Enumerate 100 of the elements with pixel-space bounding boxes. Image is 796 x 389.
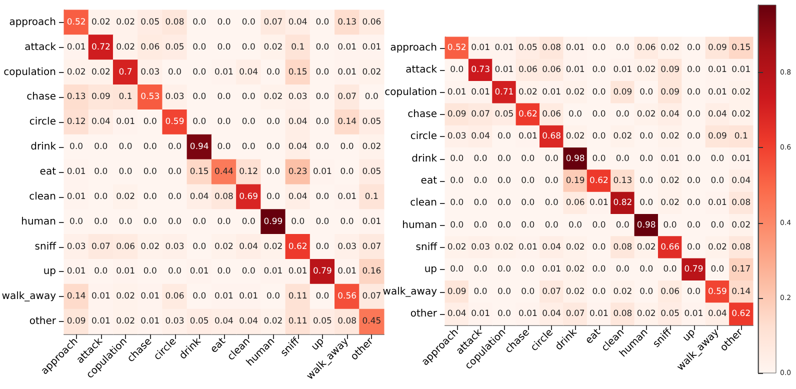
- data-label: 0.01: [708, 198, 727, 208]
- data-label: 0.0: [364, 92, 378, 102]
- data-label: 0.02: [566, 132, 585, 142]
- data-label: 0.0: [521, 264, 535, 275]
- data-label: 0.0: [474, 198, 488, 208]
- data-label: 0.06: [116, 242, 136, 252]
- data-label: 0.0: [168, 266, 182, 277]
- data-label: 0.08: [732, 242, 751, 252]
- data-label: 0.04: [542, 308, 562, 319]
- data-label: 0.0: [568, 220, 582, 230]
- data-label: 0.0: [242, 17, 256, 28]
- data-label: 0.08: [214, 192, 234, 202]
- data-label: 0.52: [447, 43, 466, 54]
- y-tick-label: human: [402, 220, 437, 231]
- data-label: 0.01: [732, 65, 751, 76]
- data-label: 0.0: [168, 142, 182, 152]
- data-label: 0.02: [732, 220, 751, 230]
- data-label: 0.02: [116, 192, 136, 202]
- y-tick-label: clean: [29, 191, 56, 202]
- data-label: 0.1: [118, 92, 132, 102]
- data-label: 0.0: [242, 117, 256, 128]
- data-label: 0.0: [291, 216, 305, 227]
- y-tick-label: up: [424, 264, 437, 276]
- data-label: 0.02: [91, 67, 110, 78]
- data-label: 0.02: [613, 132, 632, 142]
- data-label: 0.05: [140, 17, 160, 28]
- data-label: 0.0: [143, 117, 157, 128]
- data-label: 0.03: [447, 132, 466, 142]
- data-label: 0.0: [544, 176, 558, 186]
- data-label: 0.01: [494, 65, 514, 76]
- data-label: 0.0: [450, 176, 464, 186]
- data-label: 0.01: [66, 266, 86, 277]
- data-label: 0.0: [640, 154, 654, 164]
- data-label: 0.04: [239, 316, 258, 327]
- data-label: 0.04: [190, 192, 209, 202]
- data-label: 0.02: [66, 67, 86, 78]
- data-label: 0.01: [116, 266, 136, 277]
- data-label: 0.0: [143, 142, 157, 152]
- data-label: 0.0: [118, 167, 132, 177]
- data-label: 0.0: [192, 292, 206, 302]
- data-label: 0.0: [340, 142, 354, 152]
- data-label: 0.01: [566, 65, 585, 76]
- data-label: 0.0: [450, 220, 464, 230]
- data-label: 0.01: [471, 43, 490, 54]
- data-label: 0.0: [497, 220, 511, 230]
- data-label: 0.0: [316, 292, 330, 302]
- data-label: 0.0: [316, 17, 330, 28]
- data-label: 0.03: [165, 242, 184, 252]
- data-label: 0.08: [542, 43, 562, 54]
- data-label: 0.01: [140, 316, 160, 327]
- data-label: 0.0: [192, 216, 206, 227]
- data-label: 0.0: [316, 142, 330, 152]
- data-label: 0.0: [118, 216, 132, 227]
- data-label: 0.02: [566, 286, 585, 297]
- y-tick-label: chase: [26, 92, 56, 103]
- data-label: 0.53: [140, 92, 160, 102]
- data-label: 0.0: [168, 67, 182, 78]
- y-tick-label: attack: [406, 64, 438, 76]
- data-label: 0.01: [288, 266, 308, 277]
- data-label: 0.0: [544, 220, 558, 230]
- data-label: 0.0: [474, 176, 488, 186]
- data-label: 0.0: [640, 132, 654, 142]
- data-label: 0.0: [340, 216, 354, 227]
- data-label: 0.0: [266, 292, 280, 302]
- data-label: 0.01: [471, 87, 490, 98]
- data-label: 0.05: [362, 117, 382, 128]
- data-label: 0.0: [192, 67, 206, 78]
- data-label: 0.14: [732, 286, 751, 297]
- data-label: 0.06: [566, 198, 585, 208]
- data-label: 0.0: [616, 220, 630, 230]
- x-tick-label: eat: [584, 327, 603, 346]
- data-label: 0.01: [214, 292, 234, 302]
- y-tick-label: human: [21, 216, 56, 228]
- y-tick-label: walk_away: [382, 286, 438, 298]
- data-label: 0.0: [192, 242, 206, 252]
- data-label: 0.02: [116, 17, 136, 28]
- data-label: 0.01: [566, 43, 585, 54]
- data-label: 0.01: [362, 42, 382, 52]
- data-label: 0.04: [732, 176, 751, 186]
- data-label: 0.04: [288, 117, 308, 128]
- data-label: 0.7: [118, 67, 132, 78]
- y-tick-label: circle: [410, 131, 437, 142]
- data-label: 0.0: [710, 176, 724, 186]
- data-label: 0.0: [592, 132, 606, 142]
- data-label: 0.69: [239, 192, 258, 202]
- y-tick-label: copulation: [384, 86, 437, 98]
- data-label: 0.0: [497, 176, 511, 186]
- data-label: 0.01: [338, 192, 357, 202]
- y-tick-label: eat: [40, 166, 56, 178]
- data-label: 0.0: [316, 67, 330, 78]
- data-label: 0.05: [660, 308, 680, 319]
- data-label: 0.01: [518, 132, 538, 142]
- y-tick-label: other: [29, 316, 57, 328]
- data-label: 0.16: [362, 266, 382, 277]
- data-label: 0.07: [338, 92, 357, 102]
- data-label: 0.0: [521, 176, 535, 186]
- data-label: 0.04: [708, 110, 727, 120]
- data-label: 0.06: [165, 292, 184, 302]
- data-label: 0.0: [70, 142, 84, 152]
- data-label: 0.71: [494, 87, 514, 98]
